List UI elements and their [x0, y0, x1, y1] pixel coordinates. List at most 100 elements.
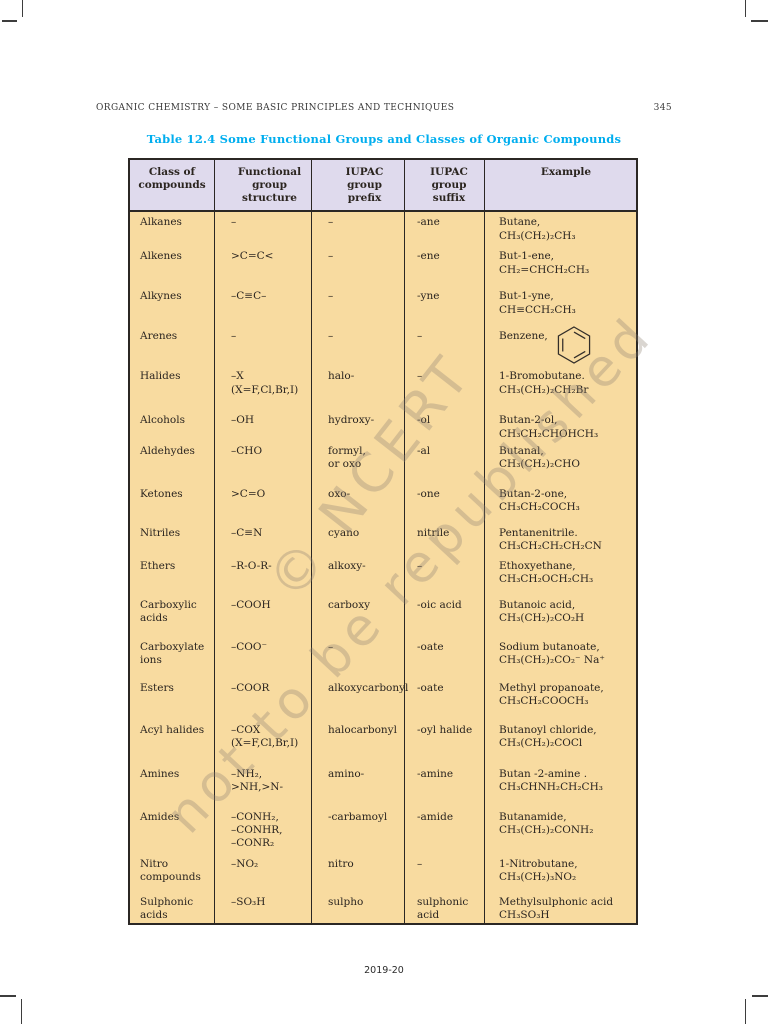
benzene-ring-icon [557, 326, 590, 365]
column-header-structure: Functional group structure [215, 160, 312, 211]
cell-functional-group-structure: – [215, 326, 312, 367]
cell-example: Methylsulphonic acid CH₃SO₃H [499, 895, 614, 921]
cell-class-of-compounds: Nitriles [130, 522, 215, 556]
table-row: Arenes – – – Benzene, [130, 326, 636, 367]
cell-functional-group-structure: –SO₃H [215, 891, 312, 923]
cell-functional-group-structure: –COX (X=F,Cl,Br,I) [215, 719, 312, 764]
table-header-row: Class of compounds Functional group stru… [130, 160, 636, 213]
cell-iupac-group-prefix: – [312, 286, 405, 327]
page-number: 345 [653, 103, 672, 113]
cell-iupac-group-prefix: – [312, 636, 405, 678]
cell-iupac-group-suffix: – [405, 366, 485, 411]
cell-iupac-group-suffix: sulphonic acid [405, 891, 485, 923]
cell-example: Pentanenitrile. CH₃CH₂CH₂CH₂CN [499, 526, 602, 552]
cell-iupac-group-prefix: amino- [312, 763, 405, 807]
cell-iupac-group-prefix: halo- [312, 366, 405, 411]
table-row: Ethers –R-O-R- alkoxy- – Ethoxyethane, C… [130, 555, 636, 595]
table-row: Amides –CONH₂, –CONHR, –CONR₂ -carbamoyl… [130, 806, 636, 854]
table-row: Ketones >C=O oxo- -one Butan-2-one, CH₃C… [130, 483, 636, 523]
cell-iupac-group-prefix: alkoxycarbonyl [312, 677, 408, 720]
table-row: Sulphonic acids –SO₃H sulpho sulphonic a… [130, 891, 636, 923]
crop-mark-top-left-h [2, 20, 17, 22]
cell-class-of-compounds: Amides [130, 806, 215, 854]
column-header-suffix: IUPAC group suffix [405, 160, 485, 211]
cell-functional-group-structure: –X (X=F,Cl,Br,I) [215, 366, 312, 411]
cell-iupac-group-prefix: cyano [312, 522, 405, 556]
cell-class-of-compounds: Esters [130, 677, 215, 720]
cell-iupac-group-suffix: -one [405, 483, 485, 523]
table-row: Carboxylic acids –COOH carboxy -oic acid… [130, 594, 636, 637]
functional-groups-table: Class of compounds Functional group stru… [128, 158, 638, 925]
cell-example: Butanamide, CH₃(CH₂)₂CONH₂ [499, 810, 594, 836]
cell-iupac-group-suffix: -ol [405, 410, 485, 441]
table-row: Aldehydes –CHO formyl, or oxo -al Butana… [130, 440, 636, 484]
cell-iupac-group-suffix: – [405, 853, 485, 892]
table-row: Amines –NH₂, >NH,>N- amino- -amine Butan… [130, 763, 636, 807]
table-row: Alkanes – – -ane Butane, CH₃(CH₂)₂CH₃ [130, 212, 636, 247]
cell-class-of-compounds: Aldehydes [130, 440, 215, 484]
cell-example: Butane, CH₃(CH₂)₂CH₃ [499, 216, 576, 242]
cell-class-of-compounds: Arenes [130, 326, 215, 367]
cell-functional-group-structure: –NH₂, >NH,>N- [215, 763, 312, 807]
cell-iupac-group-suffix: -ene [405, 246, 485, 287]
cell-functional-group-structure: –C≡C– [215, 286, 312, 327]
table-row: Nitro compounds –NO₂ nitro – 1-Nitrobuta… [130, 853, 636, 892]
cell-iupac-group-prefix: nitro [312, 853, 405, 892]
cell-class-of-compounds: Sulphonic acids [130, 891, 215, 923]
cell-iupac-group-suffix: -amine [405, 763, 485, 807]
cell-example: Ethoxyethane, CH₃CH₂OCH₂CH₃ [499, 559, 594, 585]
cell-class-of-compounds: Nitro compounds [130, 853, 215, 892]
cell-class-of-compounds: Carboxylic acids [130, 594, 215, 637]
cell-iupac-group-suffix: nitrile [405, 522, 485, 556]
cell-iupac-group-prefix: – [312, 246, 405, 287]
cell-class-of-compounds: Alcohols [130, 410, 215, 441]
cell-iupac-group-suffix: -oate [405, 677, 485, 720]
cell-example: 1-Nitrobutane, CH₃(CH₂)₃NO₂ [499, 857, 578, 883]
cell-iupac-group-suffix: -oic acid [405, 594, 485, 637]
cell-functional-group-structure: –C≡N [215, 522, 312, 556]
table-row: Esters –COOR alkoxycarbonyl -oate Methyl… [130, 677, 636, 720]
cell-iupac-group-suffix: -oate [405, 636, 485, 678]
cell-iupac-group-prefix: hydroxy- [312, 410, 405, 441]
crop-mark-bottom-right-v [745, 999, 746, 1024]
table-row: Alkenes >C=C< – -ene But-1-ene, CH₂=CHCH… [130, 246, 636, 287]
cell-iupac-group-prefix: sulpho [312, 891, 405, 923]
table-body: Alkanes – – -ane Butane, CH₃(CH₂)₂CH₃ Al… [130, 212, 636, 923]
cell-iupac-group-suffix: – [405, 326, 485, 367]
running-head-title: ORGANIC CHEMISTRY – SOME BASIC PRINCIPLE… [96, 103, 455, 113]
crop-mark-top-right-h [751, 20, 768, 22]
crop-mark-bottom-left-v [21, 999, 22, 1024]
table-row: Carboxylate ions –COO⁻ – -oate Sodium bu… [130, 636, 636, 678]
cell-example: Butan-2-one, CH₃CH₂COCH₃ [499, 487, 580, 513]
cell-class-of-compounds: Carboxylate ions [130, 636, 215, 678]
cell-example: But-1-ene, CH₂=CHCH₂CH₃ [499, 250, 590, 276]
table-row: Nitriles –C≡N cyano nitrile Pentanenitri… [130, 522, 636, 556]
cell-functional-group-structure: >C=O [215, 483, 312, 523]
cell-class-of-compounds: Acyl halides [130, 719, 215, 764]
cell-iupac-group-suffix: -oyl halide [405, 719, 485, 764]
table-row: Alkynes –C≡C– – -yne But-1-yne, CH≡CCH₂C… [130, 286, 636, 327]
cell-example: Butanal, CH₃(CH₂)₂CHO [499, 444, 581, 470]
cell-functional-group-structure: –NO₂ [215, 853, 312, 892]
cell-iupac-group-prefix: formyl, or oxo [312, 440, 405, 484]
cell-iupac-group-suffix: -ane [405, 212, 485, 247]
cell-class-of-compounds: Amines [130, 763, 215, 807]
cell-class-of-compounds: Ketones [130, 483, 215, 523]
footer-text: 2019-20 [364, 965, 404, 976]
cell-example: Butan -2-amine . CH₃CHNH₂CH₂CH₃ [499, 767, 603, 793]
cell-class-of-compounds: Ethers [130, 555, 215, 595]
cell-functional-group-structure: –COOH [215, 594, 312, 637]
cell-example: Benzene, [485, 326, 636, 366]
table-row: Acyl halides –COX (X=F,Cl,Br,I) halocarb… [130, 719, 636, 764]
cell-iupac-group-suffix: -yne [405, 286, 485, 327]
cell-example: Butanoyl chloride, CH₃(CH₂)₂COCl [499, 723, 597, 749]
column-header-class: Class of compounds [130, 160, 215, 211]
crop-mark-bottom-right-h [752, 995, 768, 997]
cell-functional-group-structure: –R-O-R- [215, 555, 312, 595]
cell-functional-group-structure: >C=C< [215, 246, 312, 287]
cell-example: But-1-yne, CH≡CCH₂CH₃ [499, 290, 576, 316]
crop-mark-top-left-v [22, 0, 23, 17]
cell-example: Butan-2-ol, CH₃CH₂CHOHCH₃ [499, 414, 599, 440]
cell-iupac-group-prefix: oxo- [312, 483, 405, 523]
